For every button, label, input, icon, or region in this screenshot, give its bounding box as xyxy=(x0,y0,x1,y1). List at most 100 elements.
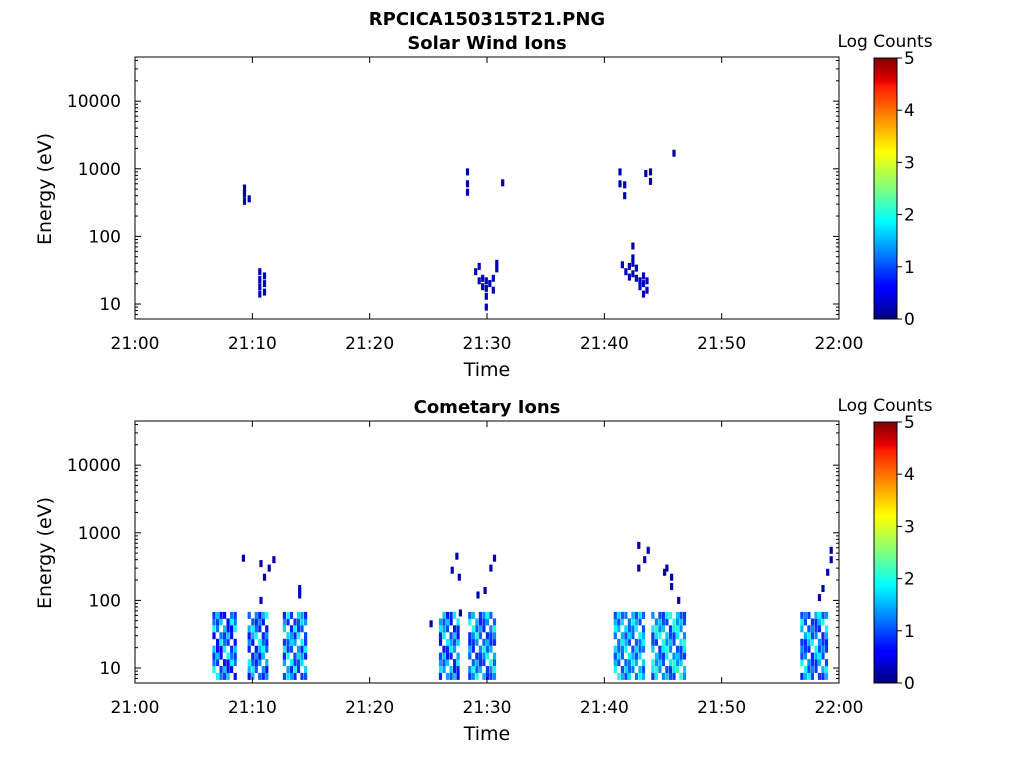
heatmap-cell xyxy=(475,666,479,673)
heatmap-cell xyxy=(286,666,290,673)
heatmap-cell xyxy=(824,632,829,640)
heatmap-cell xyxy=(265,659,269,667)
heatmap-cell xyxy=(672,659,676,667)
heatmap-cell xyxy=(282,645,286,653)
heatmap-cell xyxy=(821,652,825,660)
heatmap-cell xyxy=(304,652,308,660)
heatmap-cell xyxy=(817,638,822,646)
heatmap-cell xyxy=(289,672,294,680)
heatmap-cell xyxy=(810,618,814,626)
cometary-marks xyxy=(212,541,833,680)
heatmap-cell xyxy=(429,620,433,628)
heatmap-cell xyxy=(265,666,269,673)
heatmap-cell xyxy=(810,659,814,667)
heatmap-cell xyxy=(438,659,443,667)
heatmap-cell xyxy=(492,666,497,673)
colorbar-tick-label: 5 xyxy=(904,49,915,69)
heatmap-cell xyxy=(654,638,658,646)
heatmap-cell xyxy=(491,274,495,282)
heatmap-cell xyxy=(807,611,811,619)
heatmap-cell xyxy=(478,632,482,640)
heatmap-cell xyxy=(821,666,825,673)
heatmap-cell xyxy=(814,618,818,626)
heatmap-cell xyxy=(261,666,265,673)
heatmap-cell xyxy=(654,672,658,680)
x-tick-label: 21:10 xyxy=(228,698,277,718)
heatmap-cell xyxy=(821,638,825,646)
heatmap-cell xyxy=(262,288,267,296)
heatmap-cell xyxy=(471,632,475,640)
heatmap-cell xyxy=(623,192,627,200)
heatmap-cell xyxy=(445,611,450,619)
heatmap-cell xyxy=(468,638,472,646)
heatmap-cell xyxy=(637,564,641,572)
colorbar-tick-label: 4 xyxy=(904,101,915,121)
heatmap-cell xyxy=(631,632,635,640)
heatmap-cell xyxy=(658,611,662,619)
heatmap-cell xyxy=(223,659,227,667)
heatmap-cell xyxy=(453,611,457,619)
heatmap-cell xyxy=(478,652,482,660)
heatmap-cell xyxy=(654,652,658,660)
heatmap-cell xyxy=(258,645,262,653)
heatmap-cell xyxy=(258,276,262,283)
heatmap-cell xyxy=(258,618,262,626)
heatmap-cell xyxy=(230,632,234,640)
heatmap-cell xyxy=(468,618,472,626)
heatmap-cell xyxy=(613,666,617,673)
heatmap-cell xyxy=(624,666,628,673)
heatmap-cell xyxy=(471,638,475,646)
x-tick-label: 21:30 xyxy=(463,334,512,354)
heatmap-cell xyxy=(829,546,833,554)
heatmap-cell xyxy=(233,618,237,626)
heatmap-cell xyxy=(296,652,301,660)
heatmap-cell xyxy=(468,632,472,640)
heatmap-cell xyxy=(824,611,829,619)
y-tick-label: 1000 xyxy=(78,524,121,544)
heatmap-cell xyxy=(241,554,245,562)
heatmap-cell xyxy=(251,618,255,626)
heatmap-cell xyxy=(651,632,655,640)
heatmap-cell xyxy=(226,632,230,640)
heatmap-cell xyxy=(272,556,276,564)
heatmap-cell xyxy=(661,652,665,660)
x-tick-label: 21:40 xyxy=(580,334,629,354)
colorbar-tick-label: 3 xyxy=(904,517,915,537)
heatmap-cell xyxy=(679,625,683,633)
heatmap-cell xyxy=(247,195,251,203)
heatmap-cell xyxy=(638,283,642,291)
heatmap-cell xyxy=(658,652,662,660)
heatmap-cell xyxy=(289,625,294,633)
heatmap-cell xyxy=(438,672,443,680)
heatmap-cell xyxy=(817,645,822,653)
heatmap-cell xyxy=(627,672,631,680)
heatmap-cell xyxy=(286,618,290,626)
heatmap-cell xyxy=(679,611,683,619)
heatmap-cell xyxy=(300,672,304,680)
heatmap-cell xyxy=(627,618,631,626)
heatmap-cell xyxy=(456,618,460,626)
y-axis-label: Energy (eV) xyxy=(34,133,56,245)
heatmap-cell xyxy=(682,618,687,626)
heatmap-cell xyxy=(489,564,493,572)
heatmap-cell xyxy=(668,611,673,619)
heatmap-cell xyxy=(258,638,262,646)
heatmap-cell xyxy=(675,618,680,626)
heatmap-cell xyxy=(475,632,479,640)
heatmap-cell xyxy=(286,611,290,619)
heatmap-cell xyxy=(247,645,251,653)
heatmap-cell xyxy=(814,632,818,640)
heatmap-cell xyxy=(634,625,638,633)
heatmap-cell xyxy=(814,659,818,667)
heatmap-cell xyxy=(651,611,655,619)
heatmap-cell xyxy=(634,672,638,680)
heatmap-cell xyxy=(634,652,638,660)
heatmap-cell xyxy=(453,672,457,680)
heatmap-cell xyxy=(230,625,234,633)
heatmap-cell xyxy=(631,645,635,653)
x-tick-label: 21:20 xyxy=(345,334,394,354)
heatmap-cell xyxy=(453,666,457,673)
heatmap-cell xyxy=(648,177,653,185)
heatmap-cell xyxy=(803,632,807,640)
